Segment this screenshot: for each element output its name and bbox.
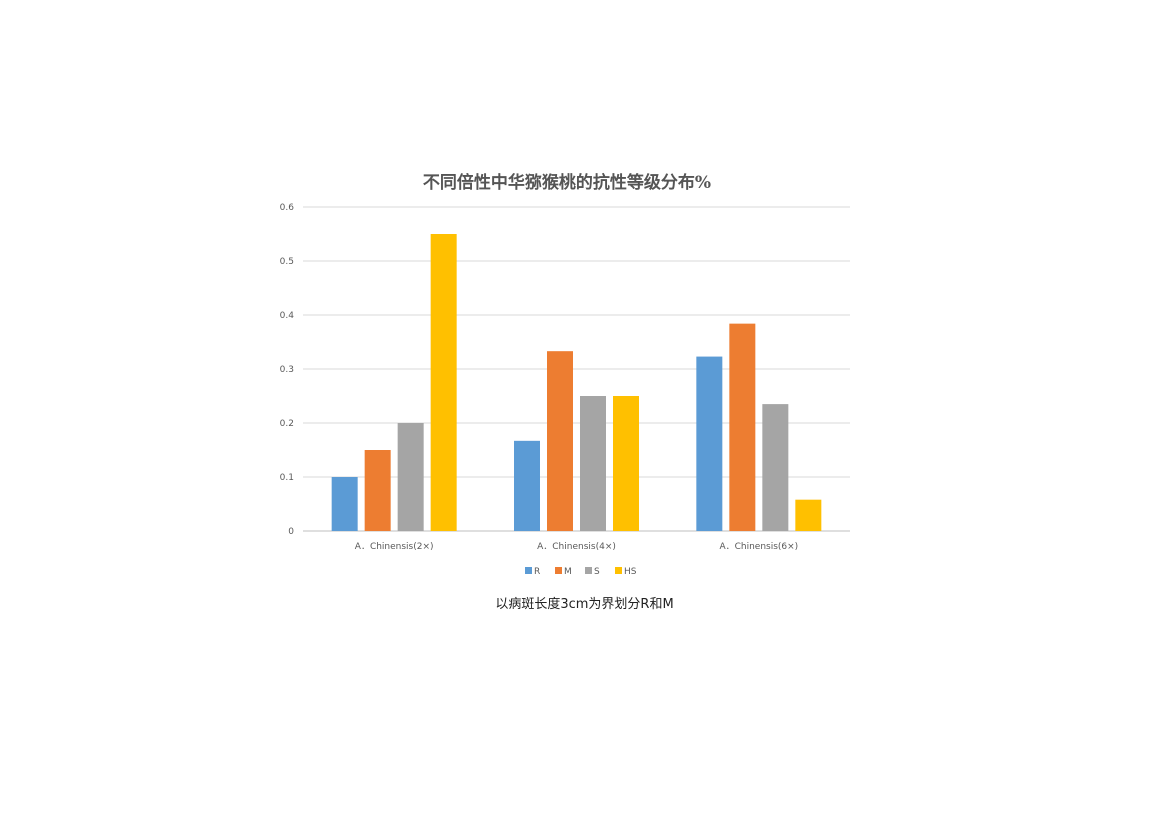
y-tick-label: 0.3 xyxy=(280,365,294,375)
x-category-label: A．Chinensis(2×) xyxy=(355,542,434,552)
y-axis-ticks: 0 0.1 0.2 0.3 0.4 0.5 0.6 xyxy=(280,203,295,537)
y-tick-label: 0.6 xyxy=(280,203,295,213)
bar-s-1 xyxy=(397,423,424,531)
bar-hs-3 xyxy=(795,499,822,531)
bar-r-1 xyxy=(331,477,358,531)
bar-s-3 xyxy=(762,404,789,531)
chart-caption: 以病斑长度3cm为界划分R和M xyxy=(495,597,674,612)
legend-swatch-r xyxy=(525,567,532,574)
legend-label-r: R xyxy=(534,567,540,577)
legend: R M S HS xyxy=(525,567,637,577)
x-axis-categories: A．Chinensis(2×) A．Chinensis(4×) A．Chinensi… xyxy=(355,542,798,552)
legend-swatch-m xyxy=(555,567,562,574)
legend-label-s: S xyxy=(594,567,600,577)
bar-r-3 xyxy=(696,356,723,531)
y-tick-label: 0.4 xyxy=(280,311,295,321)
bar-m-3 xyxy=(729,323,756,531)
legend-swatch-s xyxy=(585,567,592,574)
y-tick-label: 0.2 xyxy=(280,419,294,429)
y-tick-label: 0 xyxy=(288,527,294,537)
legend-label-hs: HS xyxy=(624,567,637,577)
x-category-label: A．Chinensis(6×) xyxy=(719,542,798,552)
gridlines xyxy=(303,206,850,532)
bar-hs-1 xyxy=(430,234,457,531)
bar-s-2 xyxy=(580,396,606,531)
legend-label-m: M xyxy=(564,567,572,577)
y-tick-label: 0.1 xyxy=(280,473,294,483)
x-category-label: A．Chinensis(4×) xyxy=(537,542,616,552)
bar-r-2 xyxy=(514,440,540,531)
bars xyxy=(331,234,822,531)
y-tick-label: 0.5 xyxy=(280,257,294,267)
bar-m-1 xyxy=(364,450,391,531)
bar-m-2 xyxy=(547,351,573,531)
legend-swatch-hs xyxy=(615,567,622,574)
chart-title: 不同倍性中华猕猴桃的抗性等级分布% xyxy=(423,172,711,193)
bar-hs-2 xyxy=(613,396,639,531)
